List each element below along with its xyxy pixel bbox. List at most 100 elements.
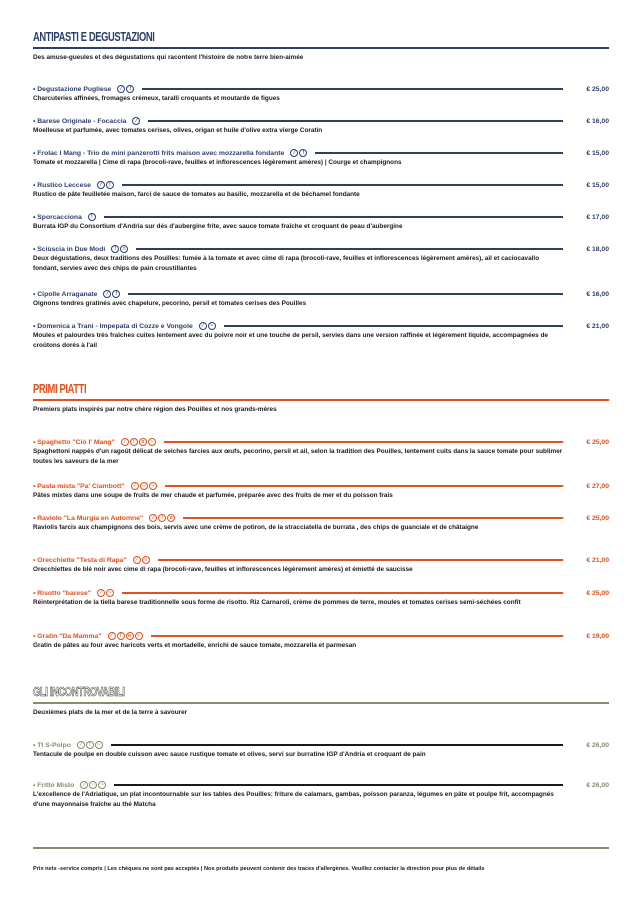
footer-divider bbox=[33, 847, 609, 849]
menu-item: • Frolac I Mang - Trio de mini panzerott… bbox=[33, 148, 609, 168]
dish-name: • Rustico Leccese bbox=[33, 181, 91, 189]
footer-note: Prix nets -service compris | Les chèques… bbox=[33, 866, 485, 872]
menu-item-header: • Pasta mista "Pa' Ciambott" ⁄ ∩ ~ € 27,00 bbox=[33, 481, 609, 491]
allergen-icon: ! bbox=[129, 438, 138, 446]
fish-icon: ~ bbox=[147, 438, 156, 446]
allergen-icon: ! bbox=[85, 741, 94, 749]
price-leader-line bbox=[121, 184, 563, 186]
dietary-icons: ⁄ bbox=[132, 117, 141, 125]
leaf-icon: ⁄ bbox=[132, 556, 141, 564]
price-leader-line bbox=[315, 152, 563, 154]
section-subtitle: Des amuse-gueules et des dégustations qu… bbox=[33, 54, 304, 61]
menu-item: • Degustazione Pugliese ⁄! € 25,00 Charcute… bbox=[33, 84, 609, 104]
leaf-icon: ⁄ bbox=[96, 589, 105, 597]
dish-name: • Sciùscia in Due Modi bbox=[33, 245, 106, 253]
fish-icon: ~ bbox=[207, 322, 216, 330]
dish-price: € 16,00 bbox=[586, 117, 609, 125]
dietary-icons: ⁄ ~ bbox=[198, 322, 216, 330]
dietary-icons: ⁄ ≈ bbox=[132, 556, 150, 564]
section-subtitle: Premiers plats inspirés par notre chère … bbox=[33, 406, 277, 413]
price-leader-line bbox=[150, 635, 563, 637]
dietary-icons: ⁄ ~ bbox=[96, 589, 114, 597]
menu-item-header: • TI S-Polpo ⁄! ~ € 26,00 bbox=[33, 740, 609, 750]
price-leader-line bbox=[114, 784, 563, 786]
menu-item: • Cipolle Arraganate ⁄! € 16,00 Oignons ten… bbox=[33, 289, 609, 309]
dietary-icons: ⁄ ∩ ~ bbox=[80, 781, 107, 789]
menu-item-header: • Gratin "Da Mamma" ⁄! o ≈ € 19,00 bbox=[33, 631, 609, 641]
dish-name: • Spaghetto "Cìò I' Mang" bbox=[33, 438, 115, 446]
fish-icon: ~ bbox=[105, 589, 114, 597]
leaf-icon: ⁄ bbox=[130, 482, 139, 490]
leaf-icon: ⁄ bbox=[96, 181, 105, 189]
menu-section: Primi Piatti Premiers plats inspirés par … bbox=[33, 381, 609, 413]
menu-section: Gli Incontrovabili Deuxièmes plats de la … bbox=[33, 684, 609, 716]
dish-price: € 26,00 bbox=[586, 781, 609, 789]
allergen-icon: ! bbox=[105, 181, 114, 189]
price-leader-line bbox=[142, 88, 563, 90]
dish-description: Spaghettoni nappés d'un ragoût délicat d… bbox=[33, 448, 563, 465]
section-divider bbox=[33, 399, 609, 401]
menu-item-header: • Sciùscia in Due Modi! ≈ € 18,00 bbox=[33, 244, 609, 254]
leaf-icon: ⁄ bbox=[132, 117, 141, 125]
menu-item: • Spaghetto "Cìò I' Mang" ⁄! o ~ € 25,00 Spag… bbox=[33, 437, 609, 467]
dish-name: • Orecchiette "Testa di Rapa" bbox=[33, 556, 127, 564]
leaf-icon: ⁄ bbox=[198, 322, 207, 330]
leaf-icon: ⁄ bbox=[149, 514, 158, 522]
dairy-icon: ≈ bbox=[134, 632, 143, 640]
allergen-icon: ! bbox=[116, 632, 125, 640]
menu-item-header: • Risotto "barese" ⁄ ~ € 25,00 bbox=[33, 588, 609, 598]
dish-price: € 21,00 bbox=[586, 556, 609, 564]
menu-item: • Risotto "barese" ⁄ ~ € 25,00 Réinterprétat… bbox=[33, 588, 609, 608]
dish-name: • TI S-Polpo bbox=[33, 741, 71, 749]
dietary-icons: ! bbox=[87, 213, 96, 221]
allergen-icon: ! bbox=[126, 85, 135, 93]
leaf-icon: ⁄ bbox=[76, 741, 85, 749]
dish-price: € 15,00 bbox=[586, 149, 609, 157]
menu-item-header: • Sporcacciona! € 17,00 bbox=[33, 212, 609, 222]
dish-name: • Gratin "Da Mamma" bbox=[33, 632, 102, 640]
dish-price: € 27,00 bbox=[586, 482, 609, 490]
dish-name: • Fritto Misto bbox=[33, 781, 75, 789]
menu-item-header: • Barese Originale - Focaccia ⁄ € 16,00 bbox=[33, 116, 609, 126]
menu-item-header: • Spaghetto "Cìò I' Mang" ⁄! o ~ € 25,00 bbox=[33, 437, 609, 447]
fish-icon: ~ bbox=[148, 482, 157, 490]
price-leader-line bbox=[163, 441, 563, 443]
dish-description: Moules et palourdes très fraîches cuites… bbox=[33, 332, 548, 349]
menu-item: • Orecchiette "Testa di Rapa" ⁄ ≈ € 21,00 Or… bbox=[33, 555, 609, 575]
menu-item: • Sciùscia in Due Modi! ≈ € 18,00 Deux dégu… bbox=[33, 244, 609, 274]
dish-price: € 16,00 bbox=[586, 290, 609, 298]
allergen-icon: ! bbox=[87, 213, 96, 221]
dish-name: • Sporcacciona bbox=[33, 213, 82, 221]
dish-description: L'excellence de l'Adriatique, un plat in… bbox=[33, 791, 554, 808]
allergen-icon: ! bbox=[299, 149, 308, 157]
dish-name: • Degustazione Pugliese bbox=[33, 85, 112, 93]
dish-description: Gratin de pâtes au four avec haricots ve… bbox=[33, 642, 357, 649]
dietary-icons: ⁄! ~ bbox=[76, 741, 103, 749]
menu-item: • Domenica a Trani - Impepata di Cozze e… bbox=[33, 321, 609, 351]
shellfish-icon: ∩ bbox=[89, 781, 98, 789]
menu-item-header: • Degustazione Pugliese ⁄! € 25,00 bbox=[33, 84, 609, 94]
dish-description: Oignons tendres gratinés avec chapelure,… bbox=[33, 300, 307, 307]
dietary-icons: ⁄! o bbox=[149, 514, 176, 522]
dish-price: € 25,00 bbox=[586, 438, 609, 446]
dish-description: Charcuteries affinées, fromages crémeux,… bbox=[33, 95, 280, 102]
menu-item: • Fritto Misto ⁄ ∩ ~ € 26,00 L'excellence de … bbox=[33, 780, 609, 810]
dish-description: Moelleuse et parfumée, avec tomates ceri… bbox=[33, 127, 323, 134]
egg-icon: o bbox=[138, 438, 147, 446]
price-leader-line bbox=[136, 248, 563, 250]
dish-description: Burrata IGP du Consortium d'Andria sur d… bbox=[33, 223, 403, 230]
allergen-icon: ! bbox=[158, 514, 167, 522]
dairy-icon: ≈ bbox=[120, 245, 129, 253]
dairy-icon: ≈ bbox=[141, 556, 150, 564]
leaf-icon: ⁄ bbox=[103, 290, 112, 298]
egg-icon: o bbox=[167, 514, 176, 522]
menu-item: • TI S-Polpo ⁄! ~ € 26,00 Tentacule de poulp… bbox=[33, 740, 609, 760]
shellfish-icon: ∩ bbox=[139, 482, 148, 490]
section-divider bbox=[33, 702, 609, 704]
price-leader-line bbox=[157, 559, 563, 561]
dish-description: Pâtes mixtes dans une soupe de fruits de… bbox=[33, 492, 393, 499]
dish-price: € 18,00 bbox=[586, 245, 609, 253]
section-title: Gli Incontrovabili bbox=[33, 684, 125, 700]
dish-description: Raviolis farcis aux champignons des bois… bbox=[33, 524, 479, 531]
dish-price: € 19,00 bbox=[586, 632, 609, 640]
